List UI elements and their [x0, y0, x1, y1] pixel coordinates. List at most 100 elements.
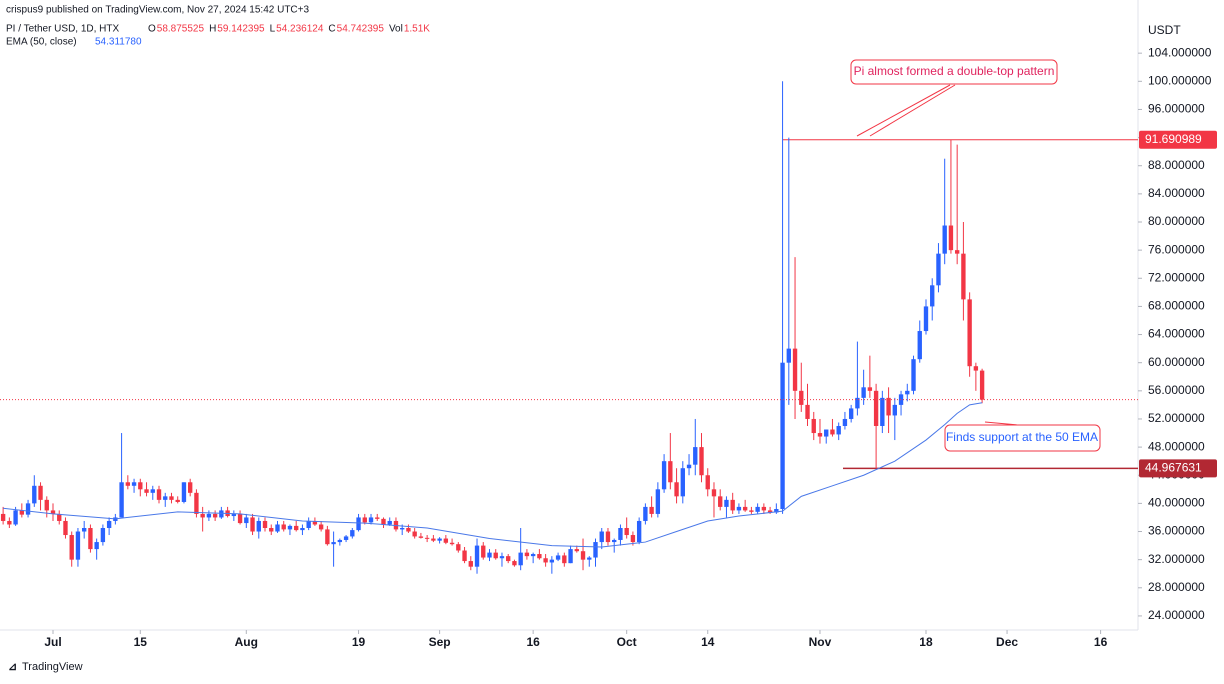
candle-body: [281, 524, 286, 530]
candle-body: [219, 510, 224, 518]
candle-body: [499, 556, 505, 559]
candle-body: [0, 513, 6, 521]
candle-body: [761, 506, 767, 511]
candle-body: [412, 531, 417, 537]
candle-body: [736, 506, 742, 511]
candle-body: [767, 510, 773, 513]
candle-body: [730, 499, 735, 511]
candle-body: [424, 537, 430, 539]
x-tick-label: 14: [701, 635, 715, 649]
y-tick-label: 88.000000: [1148, 158, 1205, 172]
candle-body: [718, 496, 723, 507]
candle-body: [237, 513, 243, 524]
candle-body: [493, 552, 498, 559]
y-tick-label: 56.000000: [1148, 383, 1205, 397]
annotation-box: [944, 424, 1101, 452]
symbol: PI / Tether USD, 1D, HTX: [6, 24, 120, 35]
candle-body: [269, 528, 274, 532]
ema-legend-name: EMA (50, close): [6, 37, 77, 48]
candle-body: [125, 482, 131, 486]
candle-body: [400, 528, 405, 530]
y-tick-label: 100.000000: [1148, 73, 1212, 87]
annotation: Finds support at the 50 EMA: [946, 430, 1098, 444]
candle-body: [711, 489, 717, 497]
candle-body: [861, 387, 866, 398]
level-label-box: [1139, 130, 1217, 149]
candle-body: [350, 530, 355, 537]
candle-body: [755, 506, 760, 512]
candle-body: [7, 520, 12, 525]
quote-value: 1.51K: [404, 24, 430, 35]
candle-body: [668, 461, 673, 483]
candle-body: [331, 542, 336, 545]
candle-body: [481, 545, 486, 558]
x-tick-label: Sep: [429, 635, 451, 649]
candle-body: [587, 557, 592, 560]
candle-body: [674, 482, 679, 497]
candle-body: [512, 561, 517, 566]
candle-body: [811, 418, 816, 434]
y-tick-label: 52.000000: [1148, 411, 1205, 425]
candle-body: [562, 555, 567, 564]
logo-text: TradingView: [22, 661, 83, 673]
candle-body: [649, 506, 654, 514]
candle-body: [150, 489, 155, 493]
candle-body: [973, 366, 979, 371]
y-tick-label: 80.000000: [1148, 214, 1205, 228]
candle-body: [693, 447, 698, 465]
ema-line: [3, 402, 983, 548]
publisher: crispus9 published on TradingView.com, N…: [6, 5, 309, 16]
candle-body: [836, 426, 841, 435]
candle-body: [449, 542, 455, 545]
candle-body: [917, 331, 922, 360]
candle-body: [250, 517, 255, 532]
y-tick-label: 84.000000: [1148, 186, 1205, 200]
candle-body: [431, 538, 436, 541]
candle-body: [44, 499, 49, 511]
y-tick-label: 32.000000: [1148, 552, 1205, 566]
candle-body: [169, 496, 174, 500]
y-tick-label: 64.000000: [1148, 327, 1205, 341]
x-tick-label: 15: [134, 635, 148, 649]
candle-body: [356, 517, 361, 531]
y-tick-label: 60.000000: [1148, 355, 1205, 369]
quote-key: C: [328, 24, 335, 35]
annotation-box: [850, 59, 1058, 85]
candle-body: [537, 554, 542, 559]
candle-body: [911, 359, 916, 391]
candle-body: [655, 489, 661, 514]
candle-body: [886, 397, 891, 416]
candle-body: [381, 518, 386, 525]
candle-body: [530, 554, 536, 557]
level-label: 44.967631: [1145, 461, 1202, 475]
candle-body: [967, 299, 972, 367]
candle-body: [175, 499, 180, 502]
candle-body: [742, 506, 748, 511]
x-tick-label: Aug: [235, 635, 258, 649]
candle-body: [306, 520, 311, 528]
candle-body: [923, 306, 929, 332]
candle-body: [375, 517, 380, 519]
y-tick-label: 24.000000: [1148, 608, 1205, 622]
ema-legend-value: 54.311780: [95, 37, 142, 48]
candle-body: [518, 552, 523, 566]
candle-body: [256, 520, 261, 532]
candle-body: [618, 528, 623, 540]
candle-body: [343, 536, 349, 540]
candle-body: [50, 510, 56, 514]
candle-body: [979, 370, 985, 400]
candle-body: [275, 524, 280, 532]
candle-body: [848, 408, 854, 419]
candle-body: [574, 549, 579, 552]
candle-body: [780, 362, 785, 510]
candle-body: [181, 482, 187, 502]
candle-body: [643, 506, 648, 521]
candle-body: [63, 520, 68, 536]
candle-body: [880, 397, 885, 426]
candle-body: [555, 555, 561, 560]
candle-body: [842, 418, 848, 426]
y-tick-label: 72.000000: [1148, 270, 1205, 284]
candle-body: [362, 517, 367, 523]
